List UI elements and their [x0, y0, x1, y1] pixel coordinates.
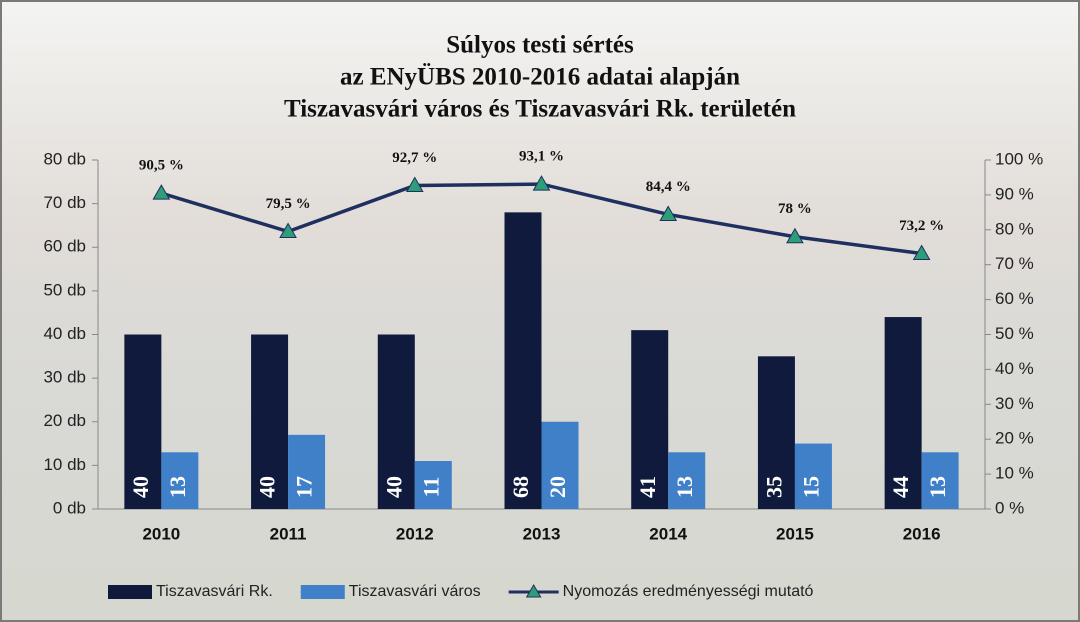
bar — [251, 334, 289, 509]
bar — [414, 461, 452, 509]
x-tick-label: 2015 — [776, 524, 814, 543]
bar — [504, 212, 542, 509]
chart-title: Tiszavasvári város és Tiszavasvári Rk. t… — [284, 96, 796, 123]
marker — [405, 176, 424, 192]
bar — [884, 317, 922, 509]
line-label: 93,1 % — [519, 149, 564, 165]
y-tick-label: 60 db — [43, 237, 86, 256]
bar-label: 17 — [292, 476, 317, 498]
bar — [161, 452, 199, 509]
x-tick-label: 2010 — [142, 524, 180, 543]
y2-tick-label: 30 % — [995, 394, 1034, 413]
y2-tick-label: 50 % — [995, 324, 1034, 343]
bar-label: 40 — [128, 476, 153, 498]
bar-label: 20 — [545, 476, 570, 498]
bar-label: 44 — [888, 476, 913, 498]
legend-swatch — [108, 585, 152, 599]
marker — [912, 244, 931, 261]
y2-tick-label: 40 % — [995, 359, 1034, 378]
bar-label: 13 — [672, 476, 697, 498]
legend-label: Tiszavasvári Rk. — [156, 583, 273, 600]
chart-title: az ENyÜBS 2010-2016 adatai alapján — [340, 64, 740, 91]
bar-label: 41 — [635, 476, 660, 498]
bar — [757, 356, 795, 509]
y-tick-label: 80 db — [43, 149, 86, 168]
bar-label: 11 — [418, 477, 443, 498]
y2-tick-label: 100 % — [995, 149, 1043, 168]
marker — [786, 227, 804, 244]
y2-tick-label: 80 % — [995, 219, 1034, 238]
bar — [377, 334, 415, 509]
bar-label: 40 — [381, 476, 406, 498]
y-tick-label: 40 db — [43, 324, 86, 343]
legend-marker — [525, 584, 542, 598]
bar-label: 13 — [925, 476, 950, 498]
y2-tick-label: 90 % — [995, 184, 1034, 203]
legend-label: Tiszavasvári város — [349, 583, 481, 600]
y-tick-label: 20 db — [43, 411, 86, 430]
y-tick-label: 50 db — [43, 280, 86, 299]
marker — [659, 205, 678, 221]
line-label: 90,5 % — [139, 158, 184, 174]
y-tick-label: 10 db — [43, 455, 86, 474]
y-tick-label: 0 db — [53, 498, 86, 517]
bar — [921, 452, 959, 509]
marker — [279, 222, 297, 239]
legend-swatch — [300, 585, 345, 599]
x-tick-label: 2011 — [270, 524, 307, 543]
bar-label: 15 — [798, 476, 823, 498]
line-label: 84,4 % — [646, 179, 691, 195]
bar-label: 35 — [761, 476, 786, 498]
line-label: 73,2 % — [899, 218, 944, 234]
bar — [631, 330, 669, 509]
bar — [124, 334, 162, 509]
y2-tick-label: 70 % — [995, 254, 1034, 273]
legend-label: Nyomozás eredményességi mutató — [563, 583, 814, 600]
y2-tick-label: 20 % — [995, 429, 1034, 448]
bar-label: 68 — [508, 476, 533, 498]
x-tick-label: 2012 — [396, 524, 434, 543]
marker — [152, 184, 171, 200]
line-label: 79,5 % — [266, 196, 311, 212]
x-tick-label: 2016 — [903, 524, 941, 543]
marker — [532, 175, 551, 191]
x-tick-label: 2014 — [649, 524, 687, 543]
y-tick-label: 70 db — [43, 193, 86, 212]
bar — [794, 443, 832, 509]
y2-tick-label: 60 % — [995, 289, 1034, 308]
y2-tick-label: 0 % — [995, 498, 1024, 517]
bar-label: 13 — [165, 476, 190, 498]
line-label: 78 % — [778, 201, 812, 217]
bar — [288, 434, 326, 509]
bar-label: 40 — [255, 476, 280, 498]
chart-title: Súlyos testi sértés — [446, 32, 634, 59]
bar — [668, 452, 706, 509]
line-label: 92,7 % — [392, 150, 437, 166]
y-tick-label: 30 db — [43, 368, 86, 387]
bar — [541, 421, 579, 509]
x-tick-label: 2013 — [523, 524, 561, 543]
y2-tick-label: 10 % — [995, 464, 1034, 483]
